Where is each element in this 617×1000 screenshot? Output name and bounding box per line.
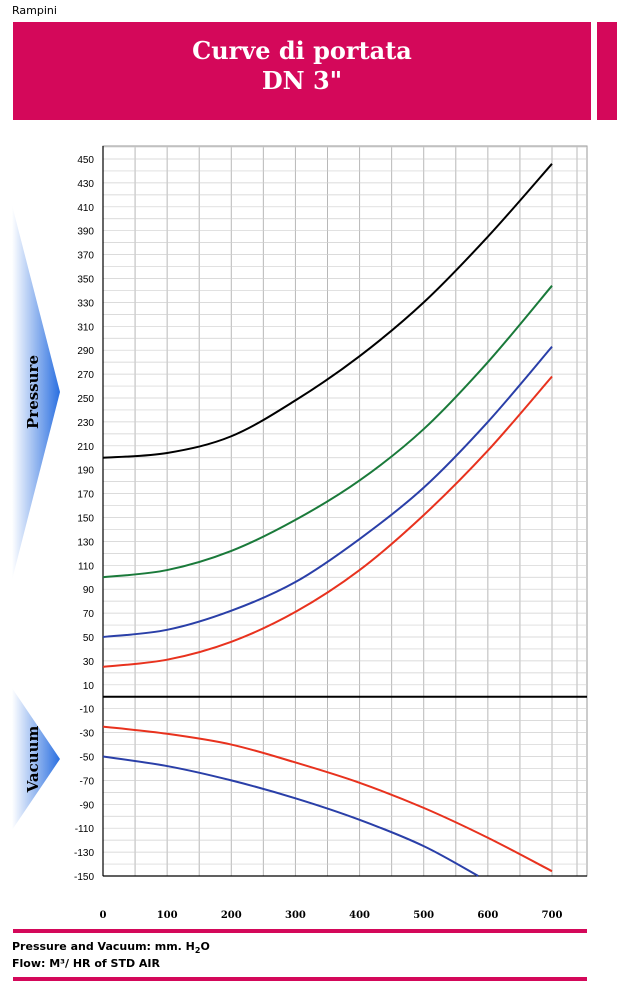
y-tick-label: 270: [77, 370, 94, 381]
x-tick-label: 100: [157, 910, 178, 921]
series-line-blue: [102, 755, 479, 877]
series-line-green: [102, 285, 553, 579]
tick-labels: 450 430 410 390 370 350 330 310 290 270 250 230 210 1…: [74, 155, 562, 921]
x-tick-label: 300: [285, 910, 306, 921]
grid: [102, 145, 588, 877]
series-line-blue: [102, 345, 553, 638]
y-tick-label: 190: [77, 466, 94, 477]
y-tick-label: 370: [77, 251, 94, 262]
y-tick-label: 210: [77, 442, 94, 453]
pressure-arrow-shape: [12, 205, 60, 580]
units-note: Pressure and Vacuum: mm. H2O: [12, 940, 210, 955]
flow-note: Flow: M³/ HR of STD AIR: [12, 957, 160, 970]
y-tick-label: 70: [83, 609, 95, 620]
brand-name: Rampini: [12, 4, 57, 17]
y-tick-label: -150: [74, 872, 94, 883]
y-tick-label: 350: [77, 275, 94, 286]
series-line-red: [102, 375, 553, 668]
footer-divider-bottom: [13, 977, 587, 981]
y-tick-label: 130: [77, 537, 94, 548]
y-tick-label: 450: [77, 155, 94, 166]
units-subscript: 2: [194, 946, 201, 956]
x-tick-label: 600: [477, 910, 498, 921]
vacuum-arrow-shape: [12, 688, 60, 830]
y-tick-label: -70: [80, 776, 95, 787]
y-tick-label: -30: [80, 729, 95, 740]
y-tick-label: 150: [77, 514, 94, 525]
x-tick-label: 500: [413, 910, 434, 921]
axes: [102, 146, 587, 877]
x-tick-label: 700: [542, 910, 563, 921]
y-tick-label: 250: [77, 394, 94, 405]
y-tick-label: -90: [80, 800, 95, 811]
y-tick-label: -130: [74, 848, 94, 859]
banner-accent-strip: [597, 22, 617, 120]
title-line-1: Curve di portata: [192, 36, 412, 65]
y-tick-label: -10: [80, 705, 95, 716]
y-tick-label: -50: [80, 753, 95, 764]
vacuum-label: Vacuum: [24, 725, 42, 793]
title-line-2: DN 3": [261, 66, 343, 95]
y-tick-label: 230: [77, 418, 94, 429]
y-tick-label: -110: [75, 824, 95, 835]
y-tick-label: 10: [83, 681, 95, 692]
series-lines: [102, 163, 553, 877]
y-tick-label: 170: [77, 490, 94, 501]
y-tick-label: 390: [77, 227, 94, 238]
page-title: Curve di portata DN 3": [13, 36, 591, 96]
y-tick-label: 410: [77, 203, 94, 214]
y-tick-label: 110: [78, 561, 94, 572]
pressure-label: Pressure: [24, 355, 42, 429]
series-line-red: [102, 725, 553, 873]
plot-area: [102, 145, 588, 877]
series-line-black: [102, 163, 553, 459]
units-suffix: O: [200, 940, 210, 953]
y-tick-label: 90: [83, 585, 95, 596]
x-tick-label: 0: [100, 910, 107, 921]
y-tick-label: 310: [77, 322, 94, 333]
y-tick-label: 50: [83, 633, 95, 644]
y-tick-label: 430: [77, 179, 94, 190]
x-tick-label: 400: [349, 910, 370, 921]
x-tick-label: 200: [221, 910, 242, 921]
title-banner: [13, 22, 591, 120]
y-tick-label: 330: [77, 298, 94, 309]
units-prefix: Pressure and Vacuum: mm. H: [12, 940, 195, 953]
y-tick-label: 290: [77, 346, 94, 357]
footer-divider-top: [13, 929, 587, 933]
y-tick-label: 30: [83, 657, 95, 668]
